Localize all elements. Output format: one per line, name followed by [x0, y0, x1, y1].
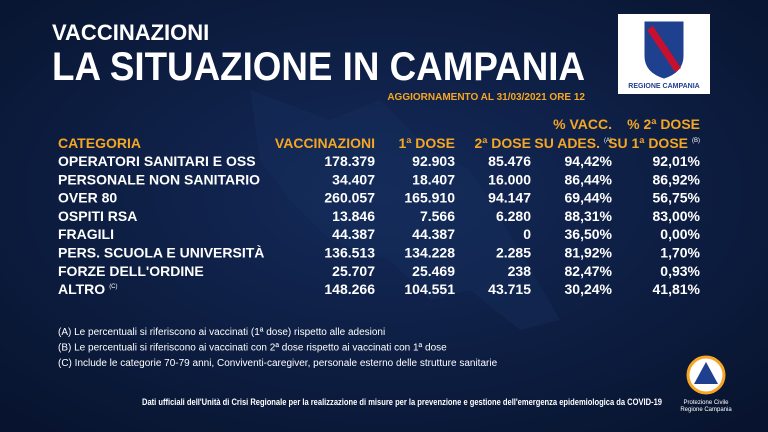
row-note: (C): [109, 284, 117, 290]
kicker: VACCINAZIONI: [52, 20, 209, 45]
civil-triangle: [694, 362, 718, 384]
cell-value: 92.903: [412, 153, 455, 169]
cell-value: 83,00%: [653, 208, 701, 224]
region-logo: REGIONE CAMPANIA: [618, 14, 710, 94]
cell-value: 85.476: [488, 153, 531, 169]
cell-value: 94.147: [488, 190, 531, 206]
cell-value: 16.000: [488, 171, 531, 187]
cell-value: 69,44%: [565, 190, 613, 206]
map-shape: [250, 90, 560, 330]
cell-value: 30,24%: [565, 281, 613, 297]
row-label: OSPITI RSA: [58, 208, 137, 224]
row-label: ALTRO: [58, 281, 105, 297]
row-label: FORZE DELL'ORDINE: [58, 263, 204, 279]
column-header-text: % VACC.: [553, 116, 612, 132]
cell-value: 25.469: [412, 263, 455, 279]
column-header: CATEGORIA: [58, 135, 141, 151]
cell-value: 44.387: [332, 226, 375, 242]
row-label: FRAGILI: [58, 226, 114, 242]
cell-value: 13.846: [332, 208, 375, 224]
column-header: % 2ª DOSE: [627, 116, 700, 132]
cell-value: 2.285: [496, 245, 531, 261]
cell-value: 134.228: [404, 245, 455, 261]
row-label: PERS. SCUOLA E UNIVERSITÀ: [58, 245, 264, 261]
column-header: % VACC.: [553, 116, 612, 132]
cell-value: 0,00%: [660, 226, 700, 242]
footnote: (C) Include le categorie 70-79 anni, Con…: [58, 358, 498, 369]
civil-line: Regione Campania: [680, 407, 732, 413]
logo-band: [647, 26, 681, 72]
column-header-text: SU ADES.: [534, 135, 600, 151]
column-header-text: 1ª DOSE: [398, 135, 455, 151]
row-label: PERSONALE NON SANITARIO: [58, 171, 260, 187]
cell-value: 82,47%: [565, 263, 613, 279]
cell-value: 0,93%: [660, 263, 700, 279]
cell-value: 44.387: [412, 226, 455, 242]
row-label: OVER 80: [58, 190, 117, 206]
footnote: (B) Le percentuali si riferiscono ai vac…: [58, 343, 447, 354]
cell-value: 178.379: [324, 153, 375, 169]
column-header-text: SU 1ª DOSE: [608, 135, 688, 151]
cell-value: 81,92%: [565, 245, 613, 261]
column-header-text: % 2ª DOSE: [627, 116, 700, 132]
cell-value: 86,92%: [653, 171, 701, 187]
cell-value: 88,31%: [565, 208, 613, 224]
cell-value: 260.057: [324, 190, 375, 206]
update: AGGIORNAMENTO AL 31/03/2021 ORE 12: [387, 92, 585, 103]
column-header: 2ª DOSE: [474, 135, 531, 151]
cell-value: 86,44%: [565, 171, 613, 187]
column-header: 1ª DOSE: [398, 135, 455, 151]
cell-value: 7.566: [420, 208, 455, 224]
cell-value: 6.280: [496, 208, 531, 224]
column-header: VACCINAZIONI: [275, 135, 375, 151]
cell-value: 56,75%: [653, 190, 701, 206]
civil-logo: Protezione Civile Regione Campania: [680, 355, 732, 413]
cell-value: 148.266: [324, 281, 375, 297]
column-header-text: CATEGORIA: [58, 135, 141, 151]
column-header-text: 2ª DOSE: [474, 135, 531, 151]
title: LA SITUAZIONE IN CAMPANIA: [52, 45, 585, 89]
cell-value: 94,42%: [565, 153, 613, 169]
civil-line: Protezione Civile: [683, 400, 729, 406]
civil-text: Protezione Civile Regione Campania: [680, 400, 732, 413]
column-header: SU 1ª DOSE: [608, 135, 688, 151]
cell-value: 136.513: [324, 245, 375, 261]
cell-value: 0: [523, 226, 531, 242]
logo-label: REGIONE CAMPANIA: [628, 83, 699, 90]
cell-value: 34.407: [332, 171, 375, 187]
column-header-note: (A): [604, 138, 612, 144]
column-header: SU ADES.: [534, 135, 600, 151]
cell-value: 36,50%: [565, 226, 613, 242]
cell-value: 104.551: [404, 281, 455, 297]
cell-value: 41,81%: [653, 281, 701, 297]
cell-value: 43.715: [488, 281, 531, 297]
cell-value: 238: [508, 263, 532, 279]
cell-value: 1,70%: [660, 245, 700, 261]
column-header-text: VACCINAZIONI: [275, 135, 375, 151]
row-label: OPERATORI SANITARI E OSS: [58, 153, 256, 169]
cell-value: 92,01%: [653, 153, 701, 169]
column-header-note: (B): [692, 138, 700, 144]
footer: Dati ufficiali dell'Unità di Crisi Regio…: [142, 397, 662, 407]
cell-value: 165.910: [404, 190, 455, 206]
footnote: (A) Le percentuali si riferiscono ai vac…: [58, 327, 385, 338]
cell-value: 18.407: [412, 171, 455, 187]
cell-value: 25.707: [332, 263, 375, 279]
